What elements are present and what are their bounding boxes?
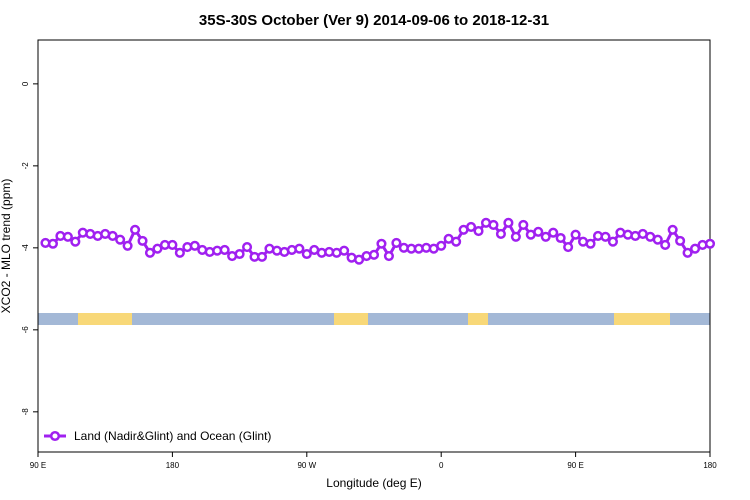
point (47, 238, 58, 249)
point (488, 219, 499, 230)
point (234, 248, 245, 260)
legend-marker (49, 430, 61, 442)
point (242, 241, 253, 253)
y-tick-label: -6 (21, 326, 30, 334)
point (368, 249, 380, 260)
point (540, 231, 551, 242)
point (152, 243, 163, 254)
point (391, 237, 402, 248)
point (130, 224, 141, 235)
point (510, 231, 521, 242)
point (115, 234, 126, 245)
point (563, 241, 574, 253)
point (473, 225, 484, 237)
land-strip (468, 313, 488, 325)
x-tick-label: 90 E (30, 461, 46, 470)
point (518, 219, 529, 230)
point (690, 243, 701, 254)
y-axis-label: XCO2 - MLO trend (ppm) (0, 179, 13, 314)
point (383, 250, 394, 262)
y-tick-label: 0 (21, 81, 30, 86)
land-strip (614, 313, 670, 325)
x-tick-label: 90 W (297, 461, 316, 470)
point (466, 221, 477, 232)
point (354, 254, 365, 265)
x-tick-label: 180 (166, 461, 180, 470)
x-tick-label: 90 E (567, 461, 583, 470)
x-tick-label: 180 (703, 461, 717, 470)
point (548, 227, 559, 238)
point (107, 230, 118, 242)
point (70, 236, 81, 247)
point (682, 247, 693, 258)
point (219, 244, 230, 255)
point (451, 236, 462, 247)
chart-title: 35S-30S October (Ver 9) 2014-09-06 to 20… (199, 12, 549, 29)
legend-label: Land (Nadir&Glint) and Ocean (Glint) (74, 429, 271, 443)
point (533, 226, 544, 237)
point (585, 238, 596, 249)
point (495, 228, 506, 239)
point (301, 248, 312, 260)
point (555, 232, 566, 244)
point (675, 235, 686, 246)
land-ocean-strip (38, 313, 710, 325)
point (660, 239, 671, 251)
point (144, 247, 156, 258)
point (167, 239, 178, 251)
ocean-strip (38, 313, 710, 325)
y-tick-label: -2 (21, 162, 30, 170)
plot-frame (37, 39, 711, 453)
point (652, 234, 663, 245)
point (174, 247, 185, 258)
point (189, 240, 200, 251)
point (503, 217, 514, 228)
point (607, 236, 618, 247)
point (137, 235, 148, 246)
point (294, 243, 305, 254)
point (62, 231, 73, 242)
y-tick-label: -4 (21, 244, 30, 252)
y-tick-label: -8 (21, 408, 30, 416)
point (436, 240, 447, 251)
x-axis-label: Longitude (deg E) (326, 476, 421, 490)
point (339, 245, 350, 256)
point (600, 231, 611, 242)
x-tick-label: 0 (439, 461, 444, 470)
point (256, 251, 268, 262)
point (570, 229, 581, 240)
point (122, 240, 133, 251)
point (704, 238, 716, 249)
point (667, 224, 678, 235)
point (376, 238, 387, 249)
land-strip (78, 313, 132, 325)
land-strip (334, 313, 368, 325)
